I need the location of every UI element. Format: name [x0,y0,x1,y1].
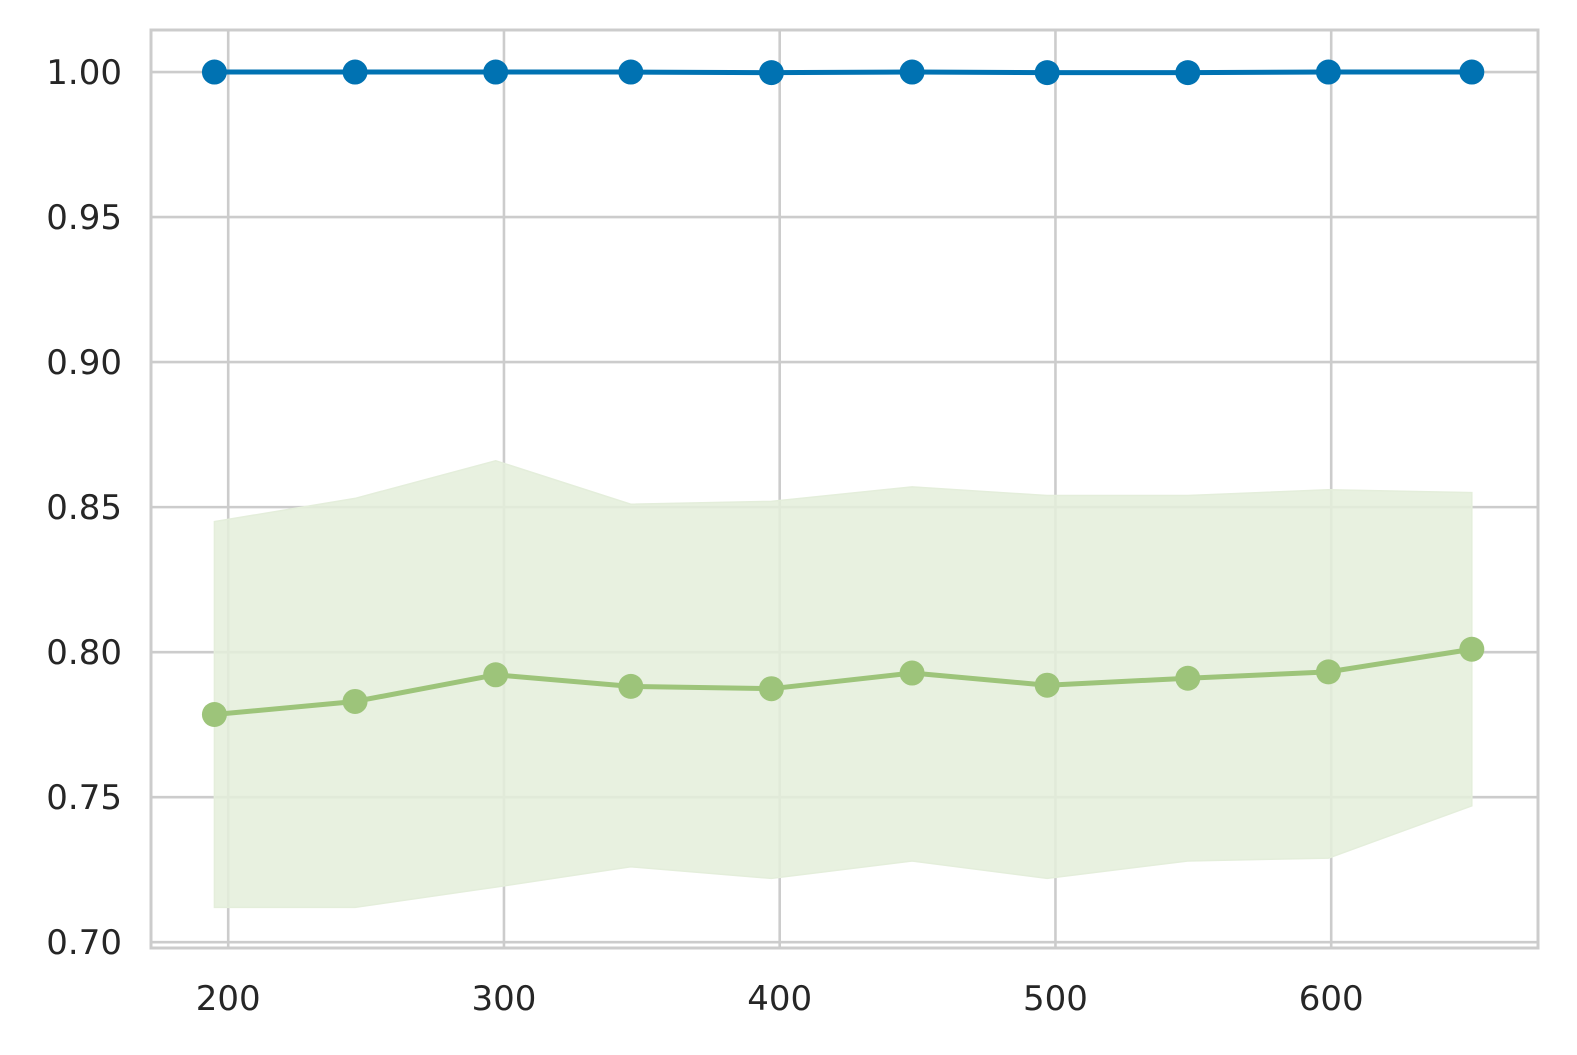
x-tick-label-0: 200 [196,979,261,1019]
line-layer [211,69,1475,718]
x-tick-label-2: 400 [747,979,812,1019]
series-0-point-1 [342,59,368,85]
series-0-point-6 [1034,60,1060,86]
frame-layer [149,28,1540,950]
series-0-point-9 [1459,59,1485,85]
y-tick-label-3: 0.85 [46,488,122,528]
y-tick-label-4: 0.90 [46,343,122,383]
series-1-point-7 [1175,665,1201,691]
series-1-point-9 [1459,636,1485,662]
series-0-point-8 [1315,59,1341,85]
series-1-point-0 [201,702,227,728]
series-1-line [211,646,1475,718]
y-tick-label-5: 0.95 [46,198,122,238]
series-1-point-2 [483,662,509,688]
y-tick-label-2: 0.80 [46,633,122,673]
series-1-band [213,459,1473,909]
y-tick-label-6: 1.00 [46,53,122,93]
series-0-point-0 [201,59,227,85]
series-0-point-3 [618,59,644,85]
x-tick-label-4: 600 [1299,979,1364,1019]
point-layer [201,59,1485,728]
series-0-point-4 [758,60,784,86]
series-0-point-7 [1175,60,1201,86]
x-tick-label-3: 500 [1023,979,1088,1019]
y-tick-labels: 0.70 0.75 0.80 0.85 0.90 0.95 1.00 [46,53,122,963]
series-1-point-4 [758,676,784,702]
y-tick-label-1: 0.75 [46,778,122,818]
x-tick-labels: 200 300 400 500 600 [196,979,1364,1019]
series-1-point-6 [1034,672,1060,698]
x-tick-label-1: 300 [472,979,537,1019]
series-1-point-3 [618,673,644,699]
y-tick-label-0: 0.70 [46,923,122,963]
series-0-point-2 [483,59,509,85]
series-0-point-5 [899,59,925,85]
series-0-line [211,69,1475,76]
series-1-point-8 [1315,659,1341,685]
series-1-point-1 [342,688,368,714]
axes-frame [149,28,1540,950]
band-layer [213,459,1473,909]
series-1-point-5 [899,660,925,686]
